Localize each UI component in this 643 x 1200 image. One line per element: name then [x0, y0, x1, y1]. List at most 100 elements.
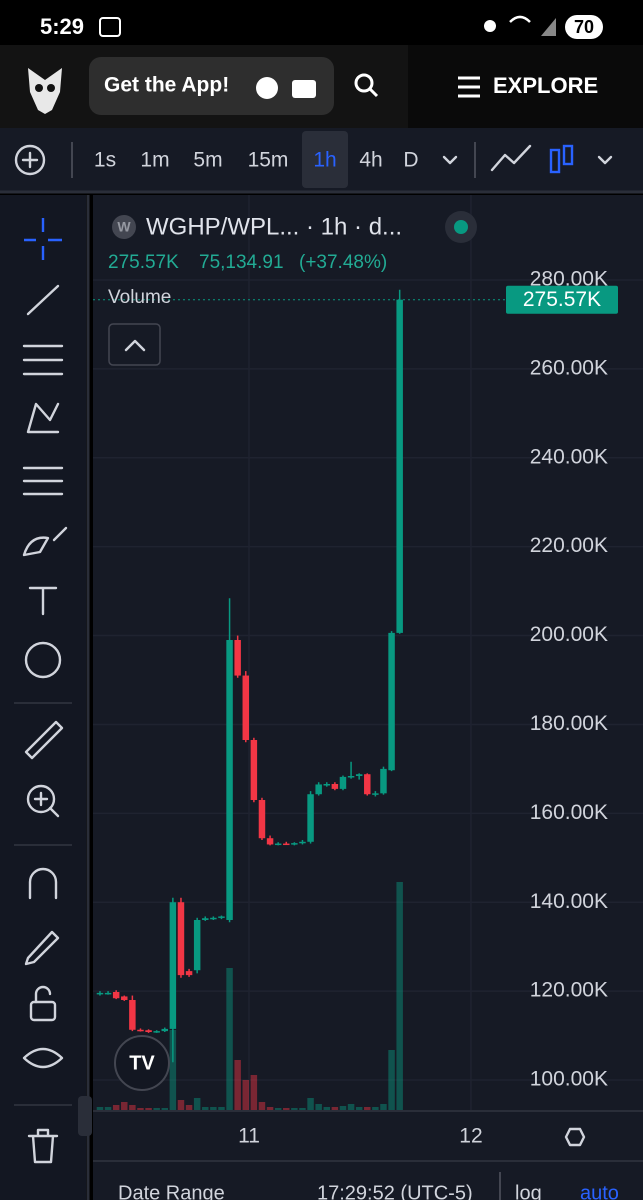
candle-body	[266, 838, 274, 845]
volume-bar	[129, 1105, 136, 1110]
crosshair-tool[interactable]	[24, 218, 62, 260]
zoom-tool[interactable]	[26, 784, 56, 814]
volume-bar	[331, 1107, 339, 1110]
zoom-tool	[33, 791, 60, 818]
candle-body	[250, 740, 258, 800]
lock-drawing-tool[interactable]	[24, 930, 60, 966]
chart-settings[interactable]	[564, 1127, 586, 1147]
explore-area	[408, 45, 643, 128]
log-toggle[interactable]: log	[515, 1182, 542, 1200]
interval-button[interactable]: 1m	[140, 149, 169, 172]
delete-tool[interactable]	[27, 1128, 59, 1164]
candle-body	[96, 992, 104, 995]
volume-bar	[283, 1108, 290, 1110]
interval-button[interactable]: 1h	[313, 149, 336, 172]
status-bar	[0, 0, 643, 45]
y-tick-label: 100.00K	[530, 1068, 608, 1091]
volume-label: Volume	[108, 287, 171, 308]
get-app-label: Get the App!	[104, 74, 229, 97]
candle-body	[331, 784, 339, 789]
unlock-tool[interactable]	[29, 1000, 57, 1022]
volume-bar	[364, 1107, 371, 1110]
collapse-legend[interactable]	[108, 323, 161, 366]
y-tick-label: 140.00K	[530, 890, 608, 913]
candle-body	[307, 794, 314, 842]
menu-icon	[458, 76, 480, 98]
volume-bar	[193, 1098, 201, 1110]
legend-change: (+37.48%)	[299, 252, 387, 273]
collapse-legend	[124, 339, 146, 352]
logo-eye	[47, 84, 55, 92]
volume-bar	[169, 1030, 177, 1110]
candle-icon[interactable]	[549, 148, 561, 174]
date-range[interactable]: Date Range	[118, 1182, 225, 1200]
battery-level: 70	[574, 17, 594, 37]
trendline-tool[interactable]	[26, 284, 60, 316]
add-symbol[interactable]	[14, 144, 46, 176]
get-app-button[interactable]	[89, 57, 334, 115]
volume-bar	[258, 1102, 266, 1110]
candle-body	[145, 1030, 152, 1032]
search-icon[interactable]	[354, 73, 374, 93]
candle-body	[129, 1000, 136, 1030]
legend-volume: 275.57K	[108, 252, 179, 273]
ruler-tool[interactable]	[24, 720, 64, 760]
candle-body	[242, 675, 250, 740]
tv-logo[interactable]	[114, 1035, 170, 1091]
symbol-title[interactable]: WGHP/WPL... · 1h · d...	[146, 213, 402, 240]
visibility-tool[interactable]	[22, 1047, 64, 1069]
interval-dropdown[interactable]	[442, 155, 458, 165]
magnet-tool[interactable]	[28, 867, 58, 900]
y-tick-label: 200.00K	[530, 623, 608, 646]
brush-tool[interactable]	[22, 526, 68, 557]
emoji-tool[interactable]	[24, 641, 62, 679]
volume-bar	[218, 1107, 225, 1110]
candle-body	[112, 992, 120, 999]
volume-bar	[250, 1075, 258, 1110]
plot	[93, 195, 643, 1110]
market-status	[454, 220, 468, 234]
legend-price: 75,134.91	[199, 252, 284, 273]
interval-button[interactable]: 1s	[94, 149, 116, 172]
apple-icon	[256, 77, 278, 99]
volume-bar	[210, 1107, 217, 1110]
volume-bar	[137, 1108, 144, 1110]
interval-button[interactable]: 15m	[248, 149, 289, 172]
x-tick-label: 11	[238, 1125, 260, 1148]
volume-bar	[112, 1105, 120, 1110]
volume-bar	[299, 1108, 306, 1110]
explore-button[interactable]: EXPLORE	[493, 73, 598, 98]
interval-button[interactable]: 4h	[359, 149, 382, 172]
candle-body	[234, 640, 241, 676]
symbol-logo	[112, 215, 136, 239]
volume-bar	[153, 1108, 160, 1110]
candle-icon	[562, 144, 574, 166]
pattern-tool[interactable]	[26, 402, 60, 434]
y-tick-label: 160.00K	[530, 801, 608, 824]
auto-toggle[interactable]: auto	[580, 1182, 619, 1200]
candle-body	[202, 918, 209, 920]
logo[interactable]	[28, 68, 62, 114]
candle-body	[226, 640, 233, 920]
projection-tool[interactable]	[22, 466, 64, 496]
volume-bar	[185, 1105, 193, 1110]
line-chart-icon[interactable]	[490, 144, 532, 172]
text-tool[interactable]	[28, 586, 58, 616]
fib-tool[interactable]	[22, 344, 64, 376]
candle-body	[258, 800, 266, 839]
chart-type-dropdown[interactable]	[597, 155, 613, 165]
interval-button[interactable]: 5m	[193, 149, 222, 172]
interval-button[interactable]: D	[403, 149, 418, 172]
volume-bar	[266, 1107, 274, 1110]
x-tick-label: 12	[459, 1125, 482, 1148]
collapse-toolbar[interactable]	[78, 1096, 92, 1136]
footer	[93, 1162, 643, 1200]
volume-bar	[242, 1080, 250, 1110]
candle-body	[161, 1028, 169, 1032]
drawing-toolbar	[0, 195, 86, 1200]
candle-body	[299, 841, 306, 844]
candle-body	[323, 784, 331, 786]
symbol-initial: W	[117, 219, 131, 235]
volume-bar	[291, 1108, 298, 1110]
candle-body	[218, 916, 225, 918]
